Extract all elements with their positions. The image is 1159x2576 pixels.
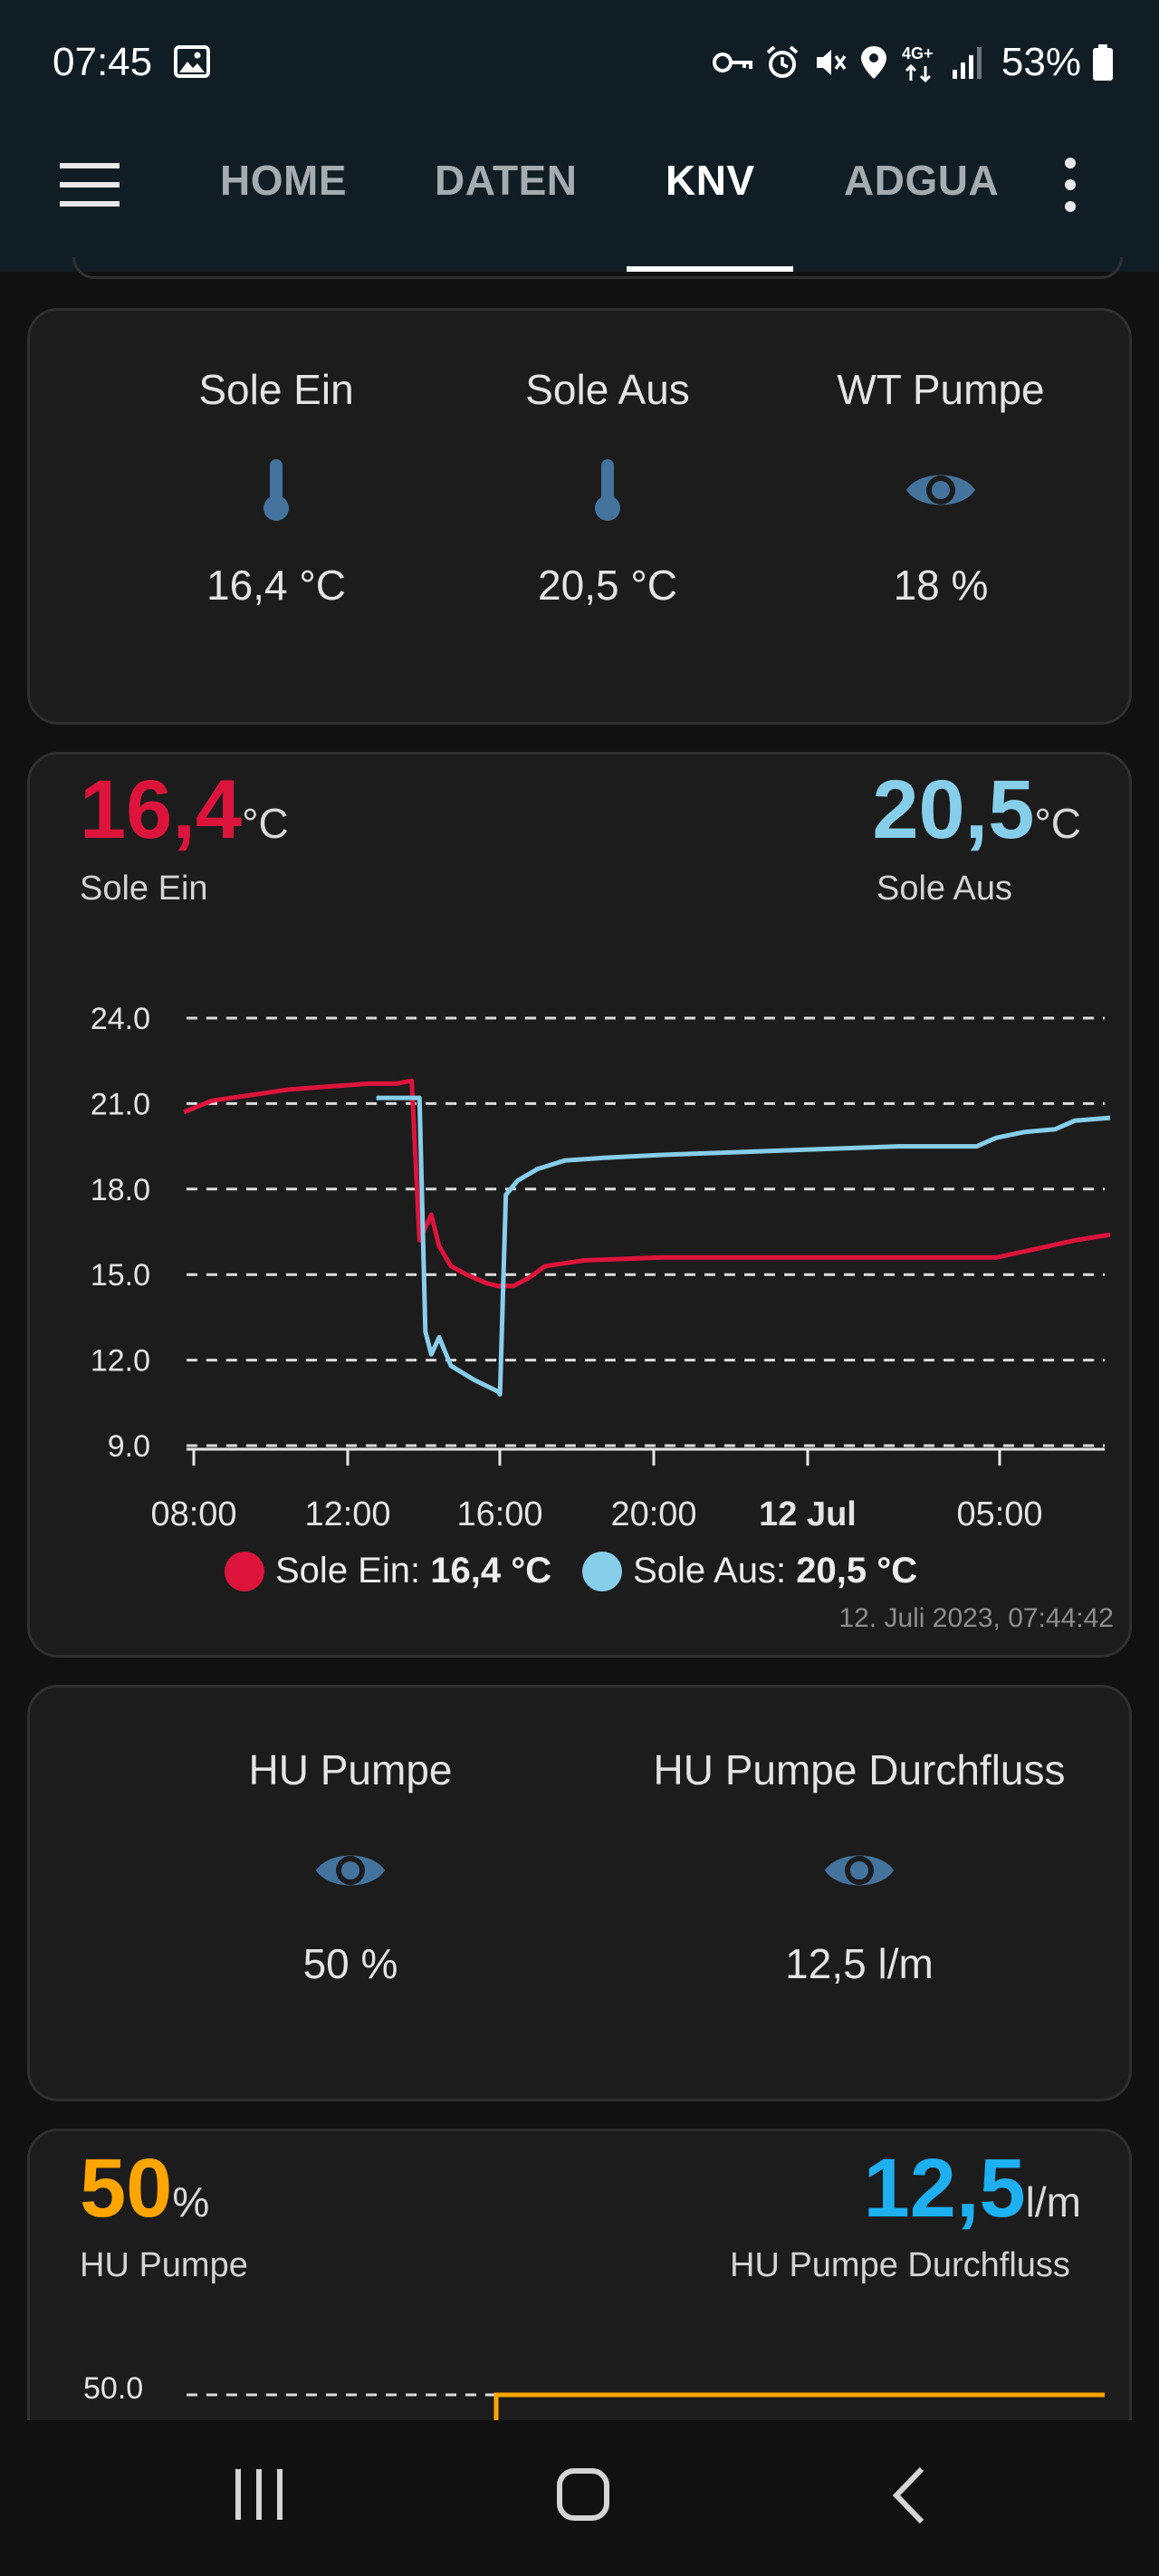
hu-pumpe-line [493,2392,1105,2420]
x-tick-label: 12 Jul [759,1495,857,1533]
tab-daten[interactable]: DATEN [435,157,578,204]
sole-aus-unit: °C [1034,800,1081,847]
status-icons: 4G+ 53% [712,40,1114,85]
x-tick-label: 05:00 [956,1495,1042,1533]
app-bar: HOME DATEN KNV ADGUA [0,136,1159,272]
x-tick-label: 20:00 [610,1495,696,1533]
hu-durchfluss-label: HU Pumpe Durchfluss [730,2246,1070,2284]
key-icon [712,53,752,72]
sole-ein-label: Sole Ein [80,870,208,908]
entity-hu-pumpe-durchfluss[interactable]: HU Pumpe Durchfluss 12,5 l/m [633,1745,1086,1988]
glance-card-sole: Sole Ein 16,4 °C Sole Aus 20,5 °C WT Pum… [27,308,1132,725]
entity-wt-pumpe[interactable]: WT Pumpe 18 % [760,365,1122,610]
menu-icon[interactable] [60,161,120,208]
alarm-icon [766,45,799,78]
entity-state: 12,5 l/m [785,1940,934,1987]
entity-state: 18 % [893,562,989,609]
sole-aus-label: Sole Aus [876,870,1012,908]
legend-value-sole-aus: 20,5 °C [796,1551,918,1591]
hu-durchfluss-unit: l/m [1025,2178,1081,2225]
entity-sole-aus[interactable]: Sole Aus 20,5 °C [426,365,789,610]
eye-icon [906,475,975,505]
home-icon[interactable] [556,2467,610,2522]
thermometer-icon [263,459,289,521]
x-tick-label: 12:00 [304,1495,390,1533]
glance-card-hu: HU Pumpe 50 % HU Pumpe Durchfluss 12,5 l… [27,1685,1132,2101]
y-tick-label: 24.0 [91,1002,150,1036]
y-tick-label: 18.0 [91,1173,150,1207]
chart-grid [187,1016,1105,1447]
sole-aus-number: 20,5 [872,764,1035,856]
legend-dot-sole-ein [225,1551,264,1591]
hu-pumpe-unit: % [172,2178,210,2225]
legend-label-sole-aus[interactable]: Sole Aus: [633,1551,787,1591]
sole-ein-unit: °C [242,800,289,847]
chart-series [183,1078,1111,1397]
sole-ein-big-value: 16,4°C [80,763,289,858]
eye-icon [825,1855,894,1886]
tab-home[interactable]: HOME [220,157,347,204]
y-tick-label: 15.0 [91,1258,150,1293]
entity-name: WT Pumpe [837,366,1045,413]
battery-percentage: 53% [1001,40,1081,84]
4g-icon: 4G+ [902,44,934,82]
hu-chart-partial[interactable]: 50.0 [0,2355,1159,2420]
entity-state: 16,4 °C [206,562,346,609]
signal-icon [952,47,982,79]
entity-name: HU Pumpe [248,1746,453,1793]
sole-ein-line [183,1078,1111,1289]
sole-aus-big-value: 20,5°C [872,763,1081,858]
y-tick-label: 9.0 [108,1429,150,1464]
hu-durchfluss-big-value: 12,5l/m [864,2141,1081,2236]
hu-pumpe-label: HU Pumpe [80,2246,248,2284]
image-icon [174,45,210,78]
x-axis: 08:00 12:00 16:00 20:00 12 Jul 05:00 [150,1447,1105,1533]
sole-ein-number: 16,4 [80,764,243,856]
legend-label-sole-ein[interactable]: Sole Ein: [275,1551,421,1591]
hu-y-tick-label: 50.0 [83,2371,143,2406]
y-tick-label: 21.0 [91,1087,150,1121]
tab-adgua[interactable]: ADGUA [844,157,1000,204]
battery-icon [1093,44,1113,81]
entity-sole-ein[interactable]: Sole Ein 16,4 °C [95,365,457,610]
hu-durchfluss-number: 12,5 [863,2142,1026,2235]
tab-knv[interactable]: KNV [666,157,755,204]
status-bar: 07:45 4G+ [0,0,1159,136]
eye-icon [316,1855,385,1886]
sole-aus-line [376,1095,1111,1397]
entity-state: 20,5 °C [538,562,677,609]
hu-pumpe-big-value: 50% [80,2141,209,2236]
active-tab-indicator [627,266,793,272]
overflow-menu-icon[interactable] [1058,156,1083,214]
svg-text:4G+: 4G+ [902,44,934,62]
x-tick-label: 08:00 [150,1495,236,1533]
system-navigation-bar [0,2420,1159,2576]
legend-dot-sole-aus [582,1551,623,1591]
hu-pumpe-number: 50 [80,2142,173,2235]
entity-hu-pumpe[interactable]: HU Pumpe 50 % [169,1745,532,1988]
thermometer-icon [595,459,620,521]
recent-apps-icon[interactable] [234,2467,284,2522]
mute-icon [816,50,847,75]
top-bar: 07:45 4G+ [0,0,1159,272]
last-updated-timestamp: 12. Juli 2023, 07:44:42 [838,1603,1114,1633]
chart-legend: Sole Ein: 16,4 °C Sole Aus: 20,5 °C [225,1551,917,1591]
entity-state: 50 % [302,1940,398,1987]
graph-card-sole[interactable] [27,752,1132,1658]
entity-name: HU Pumpe Durchfluss [653,1746,1066,1793]
back-icon[interactable] [891,2465,927,2525]
entity-name: Sole Ein [198,366,354,413]
entity-name: Sole Aus [525,366,690,413]
y-axis-ticks: 9.0 12.0 15.0 18.0 21.0 24.0 [91,1002,150,1464]
y-tick-label: 12.0 [91,1344,150,1379]
legend-value-sole-ein: 16,4 °C [430,1551,552,1591]
status-time: 07:45 [53,40,153,84]
x-tick-label: 16:00 [456,1495,542,1533]
location-icon [860,46,886,79]
